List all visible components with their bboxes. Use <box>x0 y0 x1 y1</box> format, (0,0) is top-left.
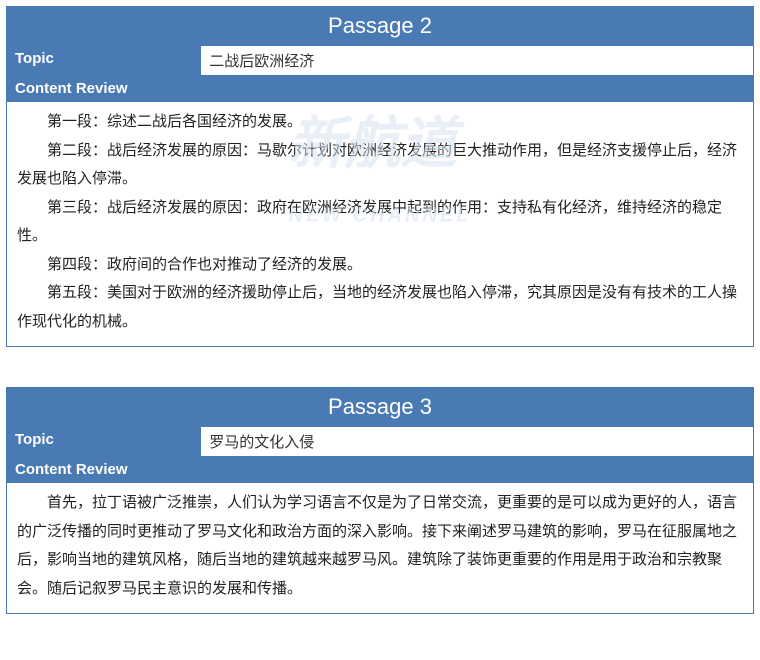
content-review-body: 新航道 NEW CHANNEL 第一段：综述二战后各国经济的发展。 第二段：战后… <box>7 102 754 347</box>
passage-title: Passage 3 <box>7 388 754 427</box>
paragraph: 第三段：战后经济发展的原因：政府在欧洲经济发展中起到的作用：支持私有化经济，维持… <box>17 194 743 251</box>
passage-3-table: Passage 3 Topic 罗马的文化入侵 Content Review 首… <box>6 387 754 614</box>
passage-2-table: Passage 2 Topic 二战后欧洲经济 Content Review 新… <box>6 6 754 347</box>
topic-value: 罗马的文化入侵 <box>201 427 754 457</box>
content-review-label: Content Review <box>7 457 754 483</box>
topic-label: Topic <box>7 46 201 76</box>
topic-value: 二战后欧洲经济 <box>201 46 754 76</box>
paragraph: 第四段：政府间的合作也对推动了经济的发展。 <box>17 251 743 280</box>
paragraph: 首先，拉丁语被广泛推崇，人们认为学习语言不仅是为了日常交流，更重要的是可以成为更… <box>17 489 743 603</box>
paragraph: 第一段：综述二战后各国经济的发展。 <box>17 108 743 137</box>
topic-label: Topic <box>7 427 201 457</box>
content-review-body: 首先，拉丁语被广泛推崇，人们认为学习语言不仅是为了日常交流，更重要的是可以成为更… <box>7 483 754 614</box>
paragraph: 第二段：战后经济发展的原因：马歇尔计划对欧洲经济发展的巨大推动作用，但是经济支援… <box>17 137 743 194</box>
content-review-label: Content Review <box>7 76 754 102</box>
paragraph: 第五段：美国对于欧洲的经济援助停止后，当地的经济发展也陷入停滞，究其原因是没有有… <box>17 279 743 336</box>
passage-title: Passage 2 <box>7 7 754 46</box>
